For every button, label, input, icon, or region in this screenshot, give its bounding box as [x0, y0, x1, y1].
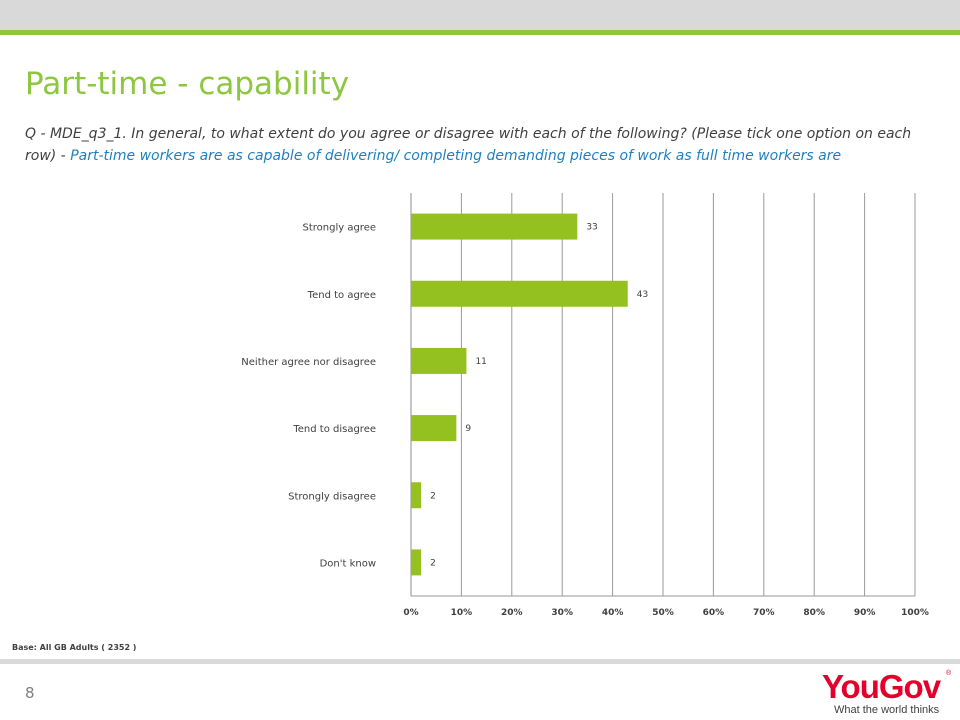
- x-tick-label: 90%: [854, 608, 876, 618]
- x-tick-label: 60%: [703, 608, 725, 618]
- page-number: 8: [25, 684, 35, 702]
- x-tick-label: 10%: [451, 608, 473, 618]
- question-item: Part-time workers are as capable of deli…: [70, 148, 842, 164]
- x-tick-label: 30%: [551, 608, 573, 618]
- bar: [411, 415, 457, 442]
- bar: [411, 213, 578, 240]
- x-tick-label: 70%: [753, 608, 775, 618]
- data-label: 33: [586, 223, 597, 233]
- x-tick-label: 100%: [901, 608, 929, 618]
- category-label: Tend to agree: [307, 290, 376, 301]
- category-label: Neither agree nor disagree: [241, 357, 376, 368]
- slide-title: Part-time - capability: [25, 66, 350, 102]
- logo-wordmark: YouGov: [822, 668, 941, 705]
- base-note: Base: All GB Adults ( 2352 ): [12, 643, 137, 652]
- logo-registered-mark: ®: [946, 670, 952, 677]
- x-tick-label: 20%: [501, 608, 523, 618]
- bar: [411, 482, 422, 509]
- category-label: Strongly agree: [302, 223, 376, 234]
- bottom-band: [0, 659, 960, 664]
- data-label: 9: [465, 424, 471, 434]
- top-accent-line: [0, 30, 960, 35]
- data-label: 2: [430, 491, 436, 501]
- yougov-logo: YouGov ® What the world thinks: [822, 670, 952, 716]
- bar: [411, 280, 628, 307]
- bar: [411, 347, 467, 374]
- x-tick-label: 40%: [602, 608, 624, 618]
- bar: [411, 549, 422, 576]
- x-tick-label: 80%: [803, 608, 825, 618]
- x-tick-label: 50%: [652, 608, 674, 618]
- category-label: Strongly disagree: [288, 491, 376, 502]
- category-label: Don't know: [320, 558, 376, 569]
- category-label: Tend to disagree: [292, 424, 376, 435]
- top-band: [0, 0, 960, 30]
- data-label: 43: [637, 290, 648, 300]
- question-text: Q - MDE_q3_1. In general, to what extent…: [25, 123, 945, 167]
- question-main: Q - MDE_q3_1. In general, to what extent…: [25, 126, 912, 164]
- logo-tagline: What the world thinks: [834, 704, 940, 716]
- x-tick-label: 0%: [403, 608, 418, 618]
- data-label: 11: [475, 357, 486, 367]
- data-label: 2: [430, 558, 436, 568]
